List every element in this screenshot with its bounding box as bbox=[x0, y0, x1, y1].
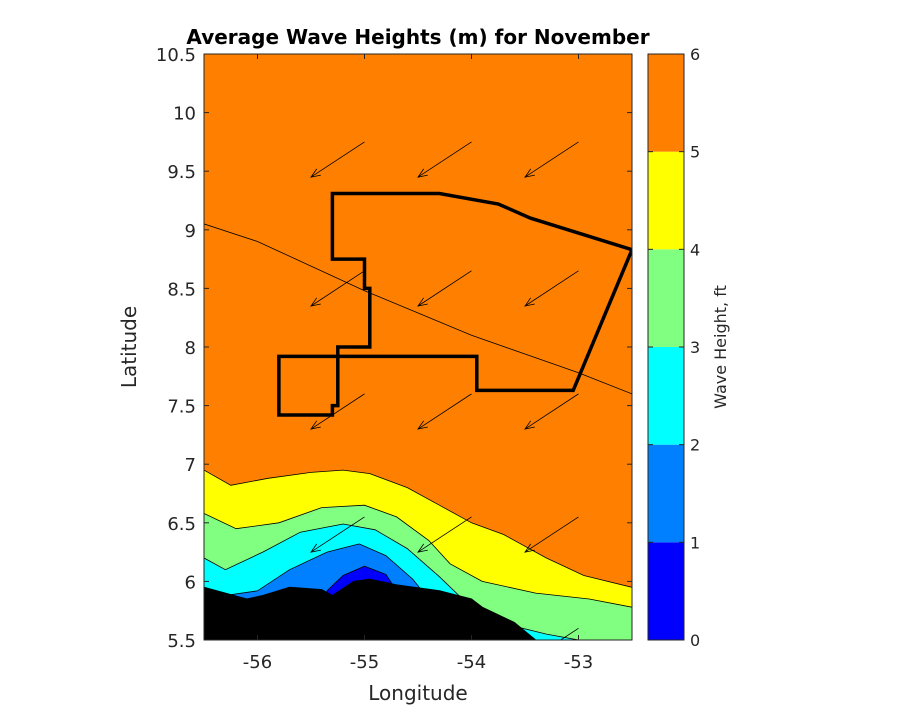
y-tick-label: 7.5 bbox=[167, 397, 196, 418]
y-axis: 5.5 6 6.5 7 7.5 8 8.5 9 9.5 10 10.5 bbox=[156, 45, 632, 652]
y-axis-label: Latitude bbox=[117, 306, 141, 388]
chart-title: Average Wave Heights (m) for November bbox=[186, 25, 649, 49]
x-tick-label: -56 bbox=[243, 652, 272, 673]
x-axis-label: Longitude bbox=[368, 681, 467, 705]
colorbar-swatch bbox=[648, 542, 684, 640]
colorbar-label: Wave Height, ft bbox=[711, 285, 730, 409]
wave-direction-arrow bbox=[345, 627, 365, 640]
y-tick-label: 7 bbox=[185, 455, 196, 476]
y-tick-label: 8 bbox=[185, 338, 196, 359]
wave-direction-arrow bbox=[310, 393, 365, 430]
wave-direction-arrow bbox=[310, 141, 365, 178]
y-tick-label: 5.5 bbox=[167, 631, 196, 652]
arrow-layer bbox=[204, 141, 579, 640]
colorbar-swatch bbox=[648, 249, 684, 347]
y-tick-label: 10 bbox=[173, 104, 196, 125]
colorbar-swatch bbox=[648, 444, 684, 543]
colorbar-tick-label: 4 bbox=[690, 240, 700, 259]
colorbar-tick-label: 2 bbox=[690, 436, 700, 455]
y-tick-label: 6.5 bbox=[167, 514, 196, 535]
wave-direction-arrow bbox=[524, 516, 579, 553]
colorbar-swatch bbox=[648, 347, 684, 445]
y-tick-label: 10.5 bbox=[156, 45, 196, 66]
colorbar-tick-label: 0 bbox=[690, 631, 700, 650]
wave-direction-arrow bbox=[310, 270, 365, 307]
y-tick-label: 6 bbox=[185, 572, 196, 593]
land-mass bbox=[204, 578, 537, 640]
wave-direction-arrow bbox=[524, 270, 579, 307]
x-tick-label: -53 bbox=[564, 652, 593, 673]
x-tick-label: -54 bbox=[457, 652, 486, 673]
coast-layer bbox=[204, 578, 537, 640]
plot-area bbox=[204, 54, 632, 640]
wave-direction-arrow bbox=[417, 393, 472, 430]
colorbar-tick-label: 1 bbox=[690, 533, 700, 552]
wave-direction-arrow bbox=[417, 270, 472, 307]
x-tick-label: -55 bbox=[350, 652, 379, 673]
colorbar-swatch bbox=[648, 151, 684, 250]
wave-direction-arrow bbox=[524, 393, 579, 430]
colorbar-tick-label: 3 bbox=[690, 338, 700, 357]
wave-direction-arrow bbox=[559, 627, 579, 640]
line-layer bbox=[204, 191, 632, 417]
colorbar: 0 1 2 3 4 5 6 bbox=[647, 45, 700, 650]
wave-direction-arrow bbox=[417, 141, 472, 178]
wave-direction-arrow bbox=[417, 516, 472, 553]
colorbar-tick-label: 6 bbox=[690, 45, 700, 64]
colorbar-tick-label: 5 bbox=[690, 143, 700, 162]
shipping-line bbox=[204, 223, 632, 395]
y-tick-label: 8.5 bbox=[167, 279, 196, 300]
wave-direction-arrow bbox=[452, 627, 472, 640]
y-tick-label: 9.5 bbox=[167, 162, 196, 183]
y-tick-label: 9 bbox=[185, 221, 196, 242]
lease-boundary bbox=[277, 191, 632, 417]
wave-direction-arrow bbox=[524, 141, 579, 178]
wave-direction-arrow bbox=[310, 516, 365, 553]
colorbar-swatch bbox=[648, 54, 684, 152]
x-axis: -56 -55 -54 -53 bbox=[243, 54, 593, 673]
